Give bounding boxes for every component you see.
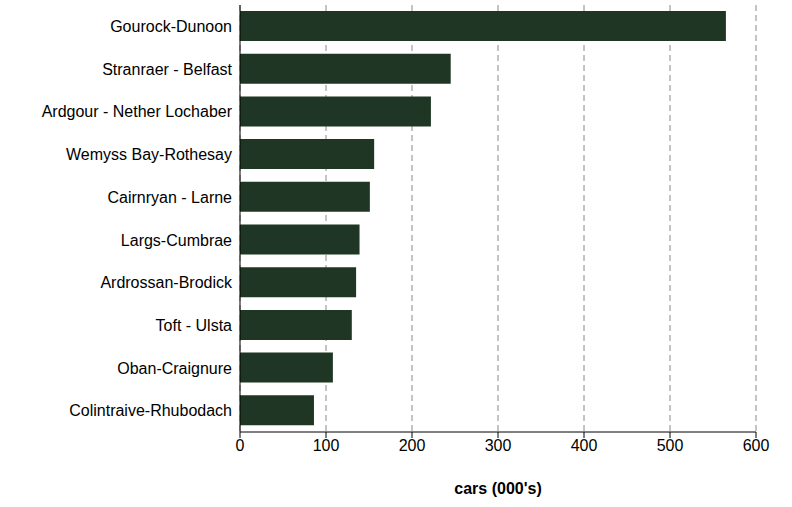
svg-text:600: 600 [743,437,770,454]
svg-text:Largs-Cumbrae: Largs-Cumbrae [121,232,232,249]
svg-text:Ardrossan-Brodick: Ardrossan-Brodick [100,274,233,291]
svg-text:Colintraive-Rhubodach: Colintraive-Rhubodach [69,402,232,419]
svg-text:Toft - Ulsta: Toft - Ulsta [156,317,233,334]
svg-text:0: 0 [236,437,245,454]
svg-text:Stranraer - Belfast: Stranraer - Belfast [102,61,232,78]
svg-text:Oban-Craignure: Oban-Craignure [117,360,232,377]
svg-text:200: 200 [399,437,426,454]
svg-text:500: 500 [657,437,684,454]
svg-text:Ardgour - Nether Lochaber: Ardgour - Nether Lochaber [42,103,233,120]
svg-text:300: 300 [485,437,512,454]
svg-text:Gourock-Dunoon: Gourock-Dunoon [110,18,232,35]
svg-text:400: 400 [571,437,598,454]
svg-text:100: 100 [313,437,340,454]
svg-text:Wemyss Bay-Rothesay: Wemyss Bay-Rothesay [66,146,232,163]
svg-text:Cairnryan - Larne: Cairnryan - Larne [108,189,233,206]
svg-text:cars (000's): cars (000's) [454,480,541,497]
